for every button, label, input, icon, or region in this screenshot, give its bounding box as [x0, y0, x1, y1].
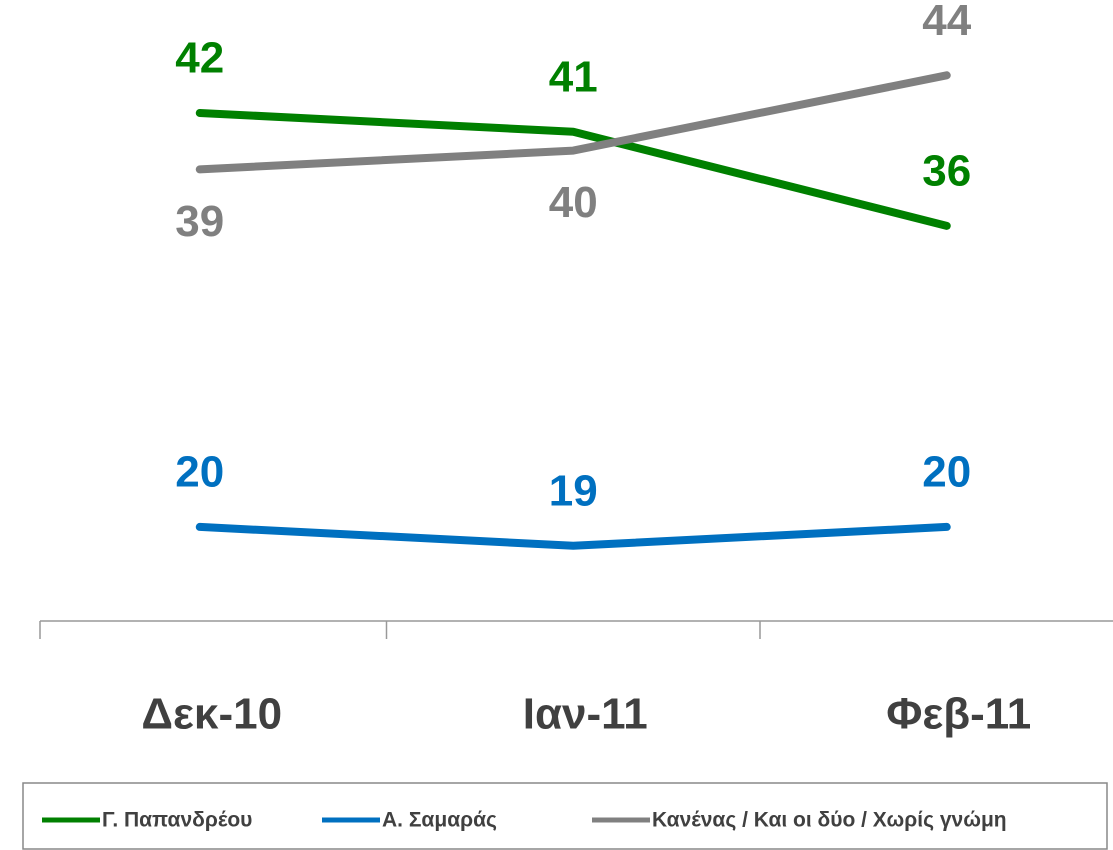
data-label: 39	[175, 197, 224, 246]
data-label: 40	[549, 178, 598, 227]
line	[195, 108, 951, 230]
data-label: 20	[175, 448, 224, 497]
data-label: 19	[549, 466, 598, 515]
x-tick-label: Φεβ-11	[886, 690, 1031, 739]
legend-box	[22, 782, 1108, 850]
x-tick-label: Ιαν-11	[523, 690, 648, 739]
data-label: 20	[922, 448, 971, 497]
data-label: 36	[922, 146, 971, 195]
data-label: 42	[175, 34, 224, 83]
data-label: 44	[922, 0, 971, 45]
legend-label: Κανένας / Και οι δύο / Χωρίς γνώμη	[652, 809, 1007, 832]
data-label: 41	[549, 52, 598, 101]
legend-label: Α. Σαμαράς	[382, 809, 497, 832]
line	[195, 522, 951, 550]
legend-label: Γ. Παπανδρέου	[102, 809, 252, 832]
line	[195, 71, 951, 174]
x-tick-label: Δεκ-10	[141, 690, 282, 739]
